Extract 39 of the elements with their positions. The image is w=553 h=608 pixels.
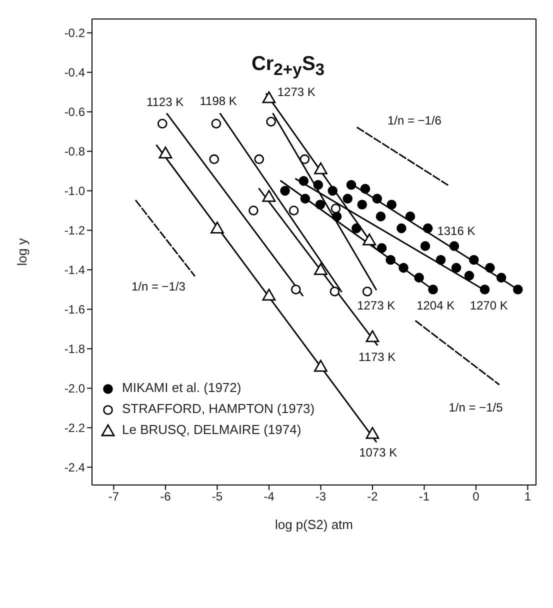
text: Cr$_{2+y}$S$_{3}$ bbox=[250, 52, 326, 81]
legend-label: Le BRUSQ, DELMAIRE (1974) bbox=[122, 422, 302, 437]
annotation: 1198 K bbox=[200, 94, 237, 108]
annotation: 1/n = −1/3 bbox=[131, 280, 186, 294]
annotation: 1073 K bbox=[359, 446, 398, 460]
y-tick-label: -1.6 bbox=[64, 302, 86, 317]
y-axis-title: log y bbox=[14, 238, 30, 266]
y-tick-label: -2.4 bbox=[64, 460, 86, 474]
y-tick-label: -1.8 bbox=[64, 342, 86, 356]
x-tick-label: -4 bbox=[264, 490, 275, 504]
annotation: 1/n = −1/5 bbox=[448, 400, 504, 414]
annotation: 1173 K bbox=[358, 350, 396, 364]
y-tick-label: -0.4 bbox=[64, 66, 86, 80]
legend-label: STRAFFORD, HAMPTON (1973) bbox=[122, 401, 315, 416]
y-tick-label: -0.6 bbox=[64, 105, 86, 120]
x-axis-title: log p(S2) atm bbox=[274, 517, 354, 532]
legend-label: MIKAMI et al. (1972) bbox=[122, 380, 242, 395]
x-tick-label: -3 bbox=[315, 490, 326, 504]
x-tick-label: -5 bbox=[212, 490, 223, 504]
y-tick-label: -1.2 bbox=[64, 224, 86, 238]
x-tick-label: -7 bbox=[108, 490, 120, 504]
annotation: 1316 K bbox=[437, 224, 476, 238]
y-tick-label: -2.2 bbox=[64, 420, 86, 435]
y-tick-label: -0.8 bbox=[64, 144, 86, 159]
annotation: 1204 K bbox=[416, 298, 455, 312]
annotation: 1123 K bbox=[146, 94, 184, 109]
x-tick-label: 0 bbox=[472, 490, 480, 504]
x-tick-label: -1 bbox=[418, 490, 430, 504]
annotation: 1270 K bbox=[470, 298, 508, 312]
y-tick-label: -2.0 bbox=[64, 382, 86, 396]
y-tick-label: -1.0 bbox=[64, 184, 86, 198]
y-tick-label: -0.2 bbox=[64, 26, 86, 40]
x-tick-label: -6 bbox=[160, 490, 172, 504]
x-tick-label: 1 bbox=[524, 490, 532, 504]
annotation: 1273 K bbox=[277, 85, 316, 100]
x-tick-label: -2 bbox=[367, 490, 378, 504]
y-tick-label: -1.4 bbox=[64, 263, 86, 278]
annotation: 1/n = −1/6 bbox=[387, 114, 442, 128]
annotation: 1273 K bbox=[357, 298, 396, 313]
